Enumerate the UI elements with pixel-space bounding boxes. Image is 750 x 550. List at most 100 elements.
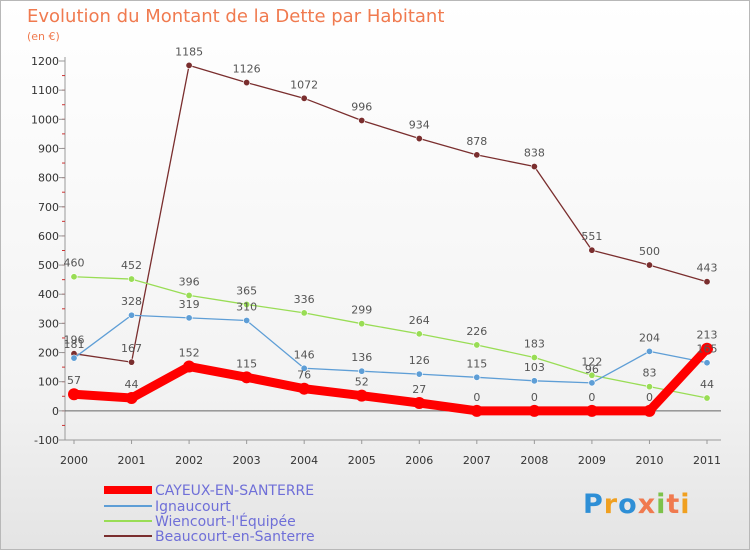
legend-label-0: CAYEUX-EN-SANTERRE xyxy=(155,483,314,499)
series-point-1 xyxy=(358,367,366,375)
series-point-3 xyxy=(185,61,193,69)
y-tick-label: 900 xyxy=(38,142,59,155)
series-point-0 xyxy=(701,342,713,355)
x-tick-label: 2000 xyxy=(60,454,88,467)
series-point-1 xyxy=(243,316,251,324)
y-tick-label: 1000 xyxy=(31,113,59,126)
series-point-0 xyxy=(643,404,656,417)
y-tick-label: 0 xyxy=(52,405,59,418)
series-point-2 xyxy=(185,291,193,299)
data-label-3: 934 xyxy=(409,119,430,132)
data-label-0: 27 xyxy=(412,383,426,396)
data-label-1: 146 xyxy=(294,348,315,361)
series-point-3 xyxy=(358,116,366,124)
data-label-1: 181 xyxy=(64,338,85,351)
series-point-2 xyxy=(588,371,596,379)
x-tick-label: 2004 xyxy=(290,454,318,467)
series-point-1 xyxy=(185,314,193,322)
data-label-1: 96 xyxy=(585,363,599,376)
series-line-1 xyxy=(73,314,708,384)
y-tick-label: 200 xyxy=(38,347,59,360)
series-point-1 xyxy=(645,347,653,355)
legend-label-1: Ignaucourt xyxy=(155,499,231,515)
data-label-3: 996 xyxy=(351,100,372,113)
series-point-0 xyxy=(528,404,541,417)
x-tick-label: 2011 xyxy=(693,454,721,467)
data-label-0: 0 xyxy=(531,391,538,404)
data-label-0: 44 xyxy=(125,378,139,391)
data-label-1: 204 xyxy=(639,331,660,344)
chart-series-lines xyxy=(68,61,713,417)
data-label-1: 310 xyxy=(236,300,257,313)
series-point-0 xyxy=(68,388,80,401)
series-point-3 xyxy=(530,163,538,171)
data-label-1: 165 xyxy=(697,343,718,356)
y-tick-label: -100 xyxy=(34,434,59,447)
data-label-2: 122 xyxy=(581,355,602,368)
x-tick-label: 2002 xyxy=(175,454,203,467)
series-point-2 xyxy=(473,341,481,349)
series-point-2 xyxy=(415,330,423,338)
series-point-3 xyxy=(128,358,136,366)
data-label-2: 365 xyxy=(236,284,257,297)
legend-label-3: Beaucourt-en-Santerre xyxy=(155,529,315,545)
y-tick-label: 800 xyxy=(38,172,59,185)
data-label-3: 500 xyxy=(639,245,660,258)
x-tick-label: 2010 xyxy=(635,454,663,467)
series-point-1 xyxy=(128,311,136,319)
data-label-1: 136 xyxy=(351,351,372,364)
series-point-1 xyxy=(300,364,308,372)
x-tick-label: 2009 xyxy=(578,454,606,467)
data-label-1: 126 xyxy=(409,354,430,367)
proxiti-logo: Proxiti xyxy=(583,489,691,520)
data-label-3: 878 xyxy=(466,135,487,148)
data-label-0: 115 xyxy=(236,357,257,370)
data-label-3: 167 xyxy=(121,342,142,355)
series-point-3 xyxy=(703,278,711,286)
y-tick-label: 500 xyxy=(38,259,59,272)
data-label-3: 1185 xyxy=(175,45,203,58)
data-label-2: 452 xyxy=(121,259,142,272)
x-tick-label: 2008 xyxy=(520,454,548,467)
series-line-3 xyxy=(73,64,708,363)
chart-unit: (en €) xyxy=(27,30,60,43)
series-point-1 xyxy=(473,373,481,381)
data-label-3: 551 xyxy=(581,230,602,243)
data-label-0: 57 xyxy=(67,374,81,387)
y-tick-label: 400 xyxy=(38,288,59,301)
series-point-1 xyxy=(703,359,711,367)
series-point-0 xyxy=(470,404,483,417)
x-tick-label: 2003 xyxy=(233,454,261,467)
x-tick-label: 2006 xyxy=(405,454,433,467)
data-label-2: 264 xyxy=(409,314,430,327)
series-point-0 xyxy=(585,404,598,417)
series-point-3 xyxy=(415,135,423,143)
data-label-0: 52 xyxy=(355,376,369,389)
series-point-2 xyxy=(645,383,653,391)
data-label-0: 152 xyxy=(179,347,200,360)
series-point-2 xyxy=(243,300,251,308)
data-label-2: 299 xyxy=(351,304,372,317)
series-point-1 xyxy=(588,379,596,387)
series-point-2 xyxy=(703,394,711,402)
series-point-1 xyxy=(70,354,78,362)
series-point-3 xyxy=(473,151,481,159)
data-label-3: 443 xyxy=(697,262,718,275)
data-label-2: 44 xyxy=(700,378,714,391)
data-label-1: 115 xyxy=(466,357,487,370)
x-tick-label: 2005 xyxy=(348,454,376,467)
series-point-2 xyxy=(530,353,538,361)
data-label-2: 336 xyxy=(294,293,315,306)
data-label-2: 183 xyxy=(524,337,545,350)
series-line-0 xyxy=(69,344,712,416)
series-point-0 xyxy=(298,382,311,395)
data-label-3: 838 xyxy=(524,147,545,160)
data-label-2: 83 xyxy=(642,367,656,380)
series-point-0 xyxy=(125,392,138,405)
data-label-1: 319 xyxy=(179,298,200,311)
series-point-2 xyxy=(358,320,366,328)
y-tick-label: 600 xyxy=(38,230,59,243)
data-label-3: 1072 xyxy=(290,78,318,91)
